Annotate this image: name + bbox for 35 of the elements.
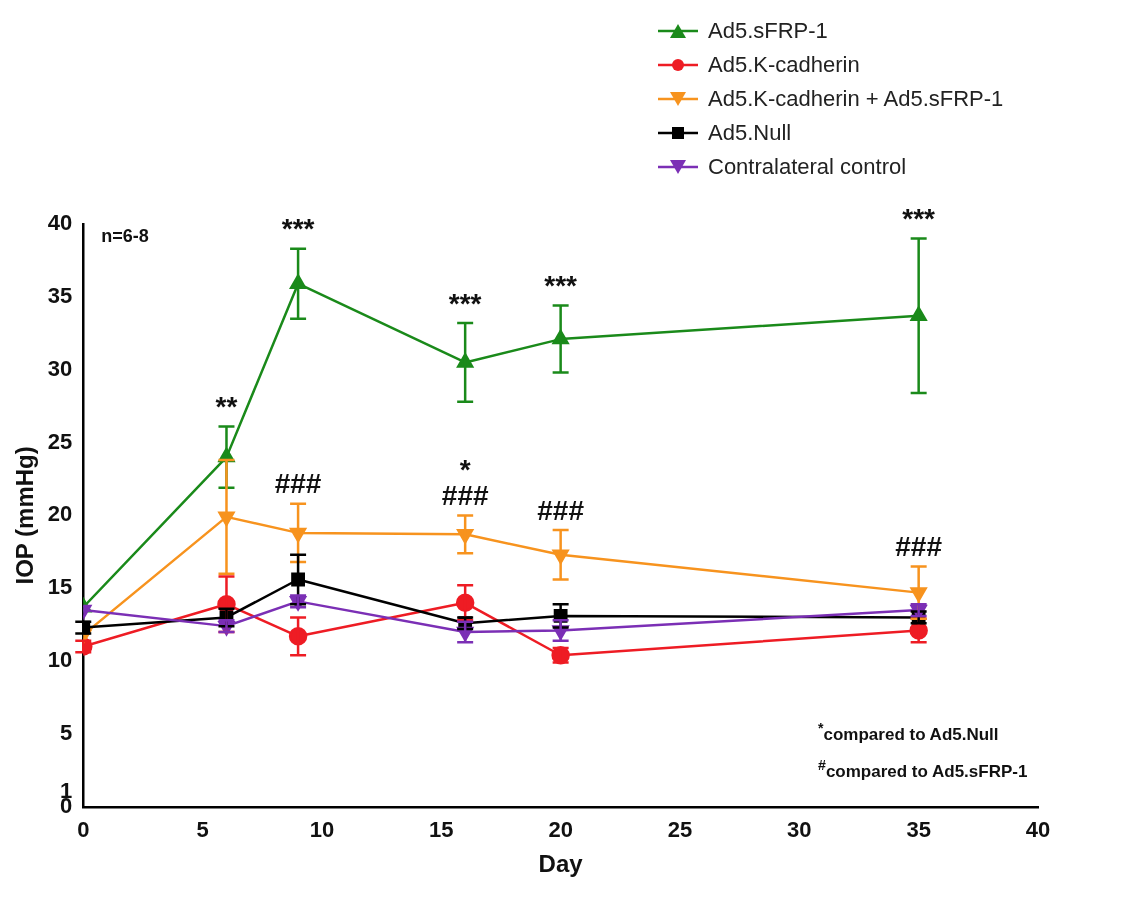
annotation: ***: [448, 287, 482, 319]
annotation: ###: [895, 531, 943, 563]
x-tick-label: 40: [1025, 817, 1051, 843]
annotation: ***: [544, 270, 578, 302]
y-tick-label: 20: [47, 501, 73, 527]
x-tick-label: 20: [548, 817, 573, 843]
legend-label: Contralateral control: [708, 154, 907, 180]
legend-label: Ad5.K-cadherin + Ad5.sFRP-1: [708, 86, 1004, 112]
legend-label: Ad5.K-cadherin: [708, 52, 860, 78]
annotation: n=6-8: [101, 225, 149, 246]
x-tick-label: 5: [196, 817, 209, 843]
y-tick-label: 40: [47, 210, 73, 236]
x-tick-label: 35: [906, 817, 931, 843]
y-tick-label: 30: [47, 355, 73, 381]
annotation: **: [215, 391, 238, 423]
y-tick-label: 10: [47, 647, 73, 673]
x-tick-label: 30: [787, 817, 812, 843]
y-tick-label: 35: [47, 282, 73, 308]
y-tick-label: 5: [60, 720, 73, 746]
x-axis-title: Day: [538, 850, 584, 878]
annotation: $^{*}$compared to Ad5.Null: [818, 719, 1000, 746]
annotation: ***: [902, 203, 936, 235]
annotation: $^{#}$compared to Ad5.sFRP-1: [818, 755, 1028, 783]
annotation: ###: [537, 494, 585, 526]
legend-label: Ad5.Null: [708, 120, 792, 146]
annotation: ***: [281, 213, 315, 245]
y-axis-title: IOP (mmHg): [11, 446, 39, 585]
x-tick-label: 0: [77, 817, 90, 843]
x-tick-label: 10: [309, 817, 335, 843]
legend-label: Ad5.sFRP-1: [708, 18, 828, 44]
y-tick-label: 25: [47, 428, 73, 454]
x-tick-label: 15: [429, 817, 454, 843]
x-tick-label: 25: [667, 817, 693, 843]
y-tick-label: 15: [47, 574, 73, 600]
annotation: ###: [274, 468, 322, 500]
